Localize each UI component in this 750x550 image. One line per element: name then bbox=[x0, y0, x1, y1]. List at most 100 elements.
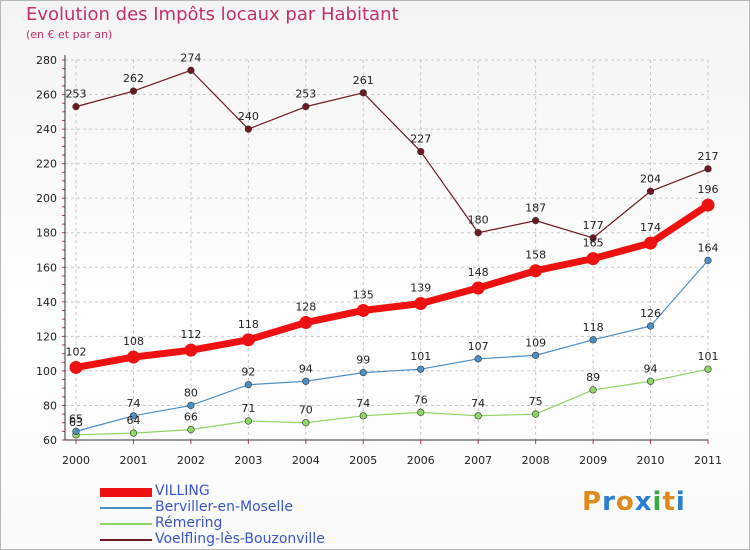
data-label: 71 bbox=[241, 402, 255, 415]
series-line bbox=[75, 202, 710, 371]
data-point bbox=[474, 412, 482, 420]
data-label: 240 bbox=[238, 110, 259, 123]
legend-label: Rémering bbox=[155, 515, 223, 531]
chart-subtitle: (en € et par an) bbox=[26, 28, 113, 41]
data-point bbox=[187, 426, 195, 434]
y-tick-label: 160 bbox=[36, 261, 57, 274]
logo-letter: P bbox=[582, 487, 603, 517]
data-label: 80 bbox=[184, 386, 198, 399]
data-label: 65 bbox=[69, 412, 83, 425]
data-label: 126 bbox=[640, 307, 661, 320]
data-point bbox=[241, 333, 255, 347]
x-tick-label: 2005 bbox=[349, 454, 377, 467]
data-label: 92 bbox=[241, 366, 255, 379]
y-tick-label: 60 bbox=[43, 434, 57, 447]
data-label: 135 bbox=[353, 288, 374, 301]
data-label: 64 bbox=[126, 414, 140, 427]
data-point bbox=[529, 264, 543, 278]
data-label: 74 bbox=[471, 397, 485, 410]
y-tick-label: 260 bbox=[36, 89, 57, 102]
data-point bbox=[72, 103, 80, 111]
logo-letter: i bbox=[652, 487, 663, 517]
x-tick-label: 2008 bbox=[522, 454, 550, 467]
data-point bbox=[359, 89, 367, 97]
series-line bbox=[75, 69, 709, 239]
y-tick-label: 280 bbox=[36, 54, 57, 67]
x-tick-label: 2009 bbox=[579, 454, 607, 467]
data-point bbox=[302, 419, 310, 427]
data-point bbox=[589, 386, 597, 394]
y-tick-label: 80 bbox=[43, 399, 57, 412]
data-label: 74 bbox=[126, 397, 140, 410]
data-point bbox=[471, 281, 485, 295]
data-point bbox=[532, 410, 540, 418]
axes: 60 80 100 120 140 160 180 200 220 240 260 280 2000 20… bbox=[36, 54, 722, 467]
data-point bbox=[414, 297, 428, 311]
data-point bbox=[356, 303, 370, 317]
y-tick-label: 180 bbox=[36, 227, 57, 240]
data-labels: 253 262 274 240 253 261 227 180 187 177 204 217 63 64… bbox=[66, 51, 719, 428]
data-label: 128 bbox=[295, 301, 316, 314]
data-point bbox=[244, 417, 252, 425]
data-point bbox=[302, 377, 310, 385]
data-label: 101 bbox=[410, 350, 431, 363]
legend-label: Voelfling-lès-Bouzonville bbox=[155, 531, 325, 547]
proxiti-logo: Proxiti bbox=[582, 487, 686, 517]
data-point bbox=[302, 103, 310, 111]
data-point bbox=[129, 412, 138, 420]
data-label: 94 bbox=[299, 362, 313, 375]
data-point bbox=[644, 236, 658, 250]
data-label: 118 bbox=[238, 318, 259, 331]
data-point bbox=[532, 351, 540, 359]
data-point bbox=[129, 429, 138, 437]
data-label: 253 bbox=[295, 88, 316, 101]
data-point bbox=[589, 336, 597, 344]
data-label: 274 bbox=[180, 51, 201, 64]
data-label: 74 bbox=[356, 397, 370, 410]
data-label: 75 bbox=[529, 395, 543, 408]
data-point bbox=[589, 234, 597, 242]
data-point bbox=[532, 217, 540, 225]
data-point bbox=[129, 87, 138, 95]
legend-swatch bbox=[100, 487, 152, 497]
logo-letter: t bbox=[662, 487, 676, 517]
x-tick-label: 2001 bbox=[119, 454, 147, 467]
data-label: 165 bbox=[583, 237, 604, 250]
data-point bbox=[704, 256, 712, 264]
data-label: 174 bbox=[640, 221, 661, 234]
data-point bbox=[187, 66, 195, 74]
data-point bbox=[474, 355, 482, 363]
legend-swatch bbox=[100, 523, 152, 525]
data-point bbox=[417, 408, 425, 416]
data-point bbox=[646, 377, 655, 385]
data-label: 108 bbox=[123, 335, 144, 348]
data-label: 70 bbox=[299, 404, 313, 417]
y-tick-label: 140 bbox=[36, 296, 57, 309]
data-label: 66 bbox=[184, 411, 198, 424]
chart-title: Evolution des Impôts locaux par Habitant bbox=[26, 4, 399, 25]
data-point bbox=[704, 165, 712, 173]
data-label: 227 bbox=[410, 133, 431, 146]
data-point bbox=[299, 316, 313, 330]
y-tick-label: 120 bbox=[36, 330, 57, 343]
data-label: 253 bbox=[66, 88, 87, 101]
data-label: 102 bbox=[66, 345, 87, 358]
data-label: 94 bbox=[644, 362, 658, 375]
x-tick-label: 2010 bbox=[637, 454, 665, 467]
data-point bbox=[704, 365, 712, 373]
data-label: 139 bbox=[410, 282, 431, 295]
data-label: 112 bbox=[180, 328, 201, 341]
data-point bbox=[69, 360, 83, 374]
data-point bbox=[474, 229, 482, 237]
legend-label: Berviller-en-Moselle bbox=[155, 499, 293, 515]
data-label: 217 bbox=[698, 150, 719, 163]
y-tick-label: 220 bbox=[36, 158, 57, 171]
x-tick-label: 2011 bbox=[694, 454, 722, 467]
data-point bbox=[244, 125, 252, 133]
data-point bbox=[701, 198, 715, 212]
logo-letter: r bbox=[602, 487, 616, 517]
x-tick-label: 2002 bbox=[177, 454, 205, 467]
legend-swatch bbox=[100, 507, 152, 509]
